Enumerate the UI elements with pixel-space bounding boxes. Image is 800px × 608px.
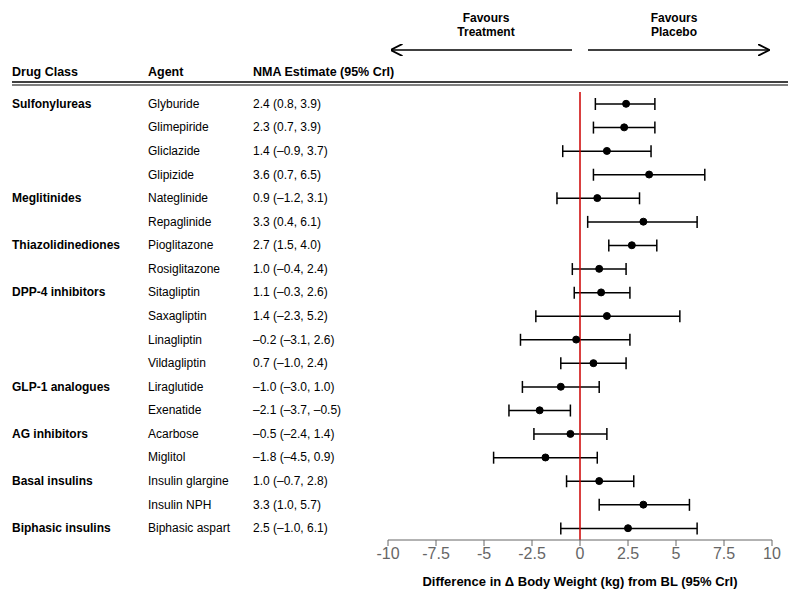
svg-text:–2.1 (–3.7, –0.5): –2.1 (–3.7, –0.5) xyxy=(253,403,341,417)
svg-text:Meglitinides: Meglitinides xyxy=(12,191,82,205)
svg-text:7.5: 7.5 xyxy=(713,545,735,562)
svg-text:Miglitol: Miglitol xyxy=(148,450,185,464)
svg-text:Acarbose: Acarbose xyxy=(148,427,199,441)
svg-text:Exenatide: Exenatide xyxy=(148,403,202,417)
svg-text:FavoursTreatment: FavoursTreatment xyxy=(457,11,514,39)
svg-text:Linagliptin: Linagliptin xyxy=(148,333,202,347)
svg-text:Glipizide: Glipizide xyxy=(148,168,194,182)
svg-text:AG inhibitors: AG inhibitors xyxy=(12,427,88,441)
svg-text:Sitagliptin: Sitagliptin xyxy=(148,285,200,299)
svg-text:-10: -10 xyxy=(376,545,399,562)
svg-text:Biphasic aspart: Biphasic aspart xyxy=(148,521,231,535)
svg-text:–0.2 (–3.1, 2.6): –0.2 (–3.1, 2.6) xyxy=(253,333,334,347)
svg-text:Biphasic insulins: Biphasic insulins xyxy=(12,521,111,535)
svg-text:GLP-1 analogues: GLP-1 analogues xyxy=(12,380,110,394)
svg-text:3.3 (0.4, 6.1): 3.3 (0.4, 6.1) xyxy=(253,215,321,229)
svg-text:Glimepiride: Glimepiride xyxy=(148,120,209,134)
svg-text:1.0 (–0.4, 2.4): 1.0 (–0.4, 2.4) xyxy=(253,262,328,276)
svg-text:Gliclazide: Gliclazide xyxy=(148,144,200,158)
svg-text:Glyburide: Glyburide xyxy=(148,97,200,111)
svg-text:–0.5 (–2.4, 1.4): –0.5 (–2.4, 1.4) xyxy=(253,427,334,441)
svg-text:Saxagliptin: Saxagliptin xyxy=(148,309,207,323)
svg-text:–1.0 (–3.0, 1.0): –1.0 (–3.0, 1.0) xyxy=(253,380,334,394)
svg-text:Basal insulins: Basal insulins xyxy=(12,474,93,488)
svg-text:2.4 (0.8, 3.9): 2.4 (0.8, 3.9) xyxy=(253,97,321,111)
svg-text:10: 10 xyxy=(763,545,781,562)
svg-text:NMA Estimate (95% CrI): NMA Estimate (95% CrI) xyxy=(253,65,394,79)
svg-text:-7.5: -7.5 xyxy=(422,545,450,562)
svg-text:2.3 (0.7, 3.9): 2.3 (0.7, 3.9) xyxy=(253,120,321,134)
svg-text:DPP-4 inhibitors: DPP-4 inhibitors xyxy=(12,285,106,299)
svg-text:2.7 (1.5, 4.0): 2.7 (1.5, 4.0) xyxy=(253,238,321,252)
svg-text:-5: -5 xyxy=(477,545,491,562)
svg-text:0.9 (–1.2, 3.1): 0.9 (–1.2, 3.1) xyxy=(253,191,328,205)
svg-text:Thiazolidinediones: Thiazolidinediones xyxy=(12,238,120,252)
svg-text:Rosiglitazone: Rosiglitazone xyxy=(148,262,220,276)
svg-text:Insulin NPH: Insulin NPH xyxy=(148,498,211,512)
svg-text:-2.5: -2.5 xyxy=(518,545,546,562)
svg-text:3.6 (0.7, 6.5): 3.6 (0.7, 6.5) xyxy=(253,168,321,182)
svg-text:Liraglutide: Liraglutide xyxy=(148,380,204,394)
svg-text:1.1 (–0.3, 2.6): 1.1 (–0.3, 2.6) xyxy=(253,285,328,299)
svg-text:2.5: 2.5 xyxy=(617,545,639,562)
svg-text:FavoursPlacebo: FavoursPlacebo xyxy=(651,11,698,39)
svg-text:2.5 (–1.0, 6.1): 2.5 (–1.0, 6.1) xyxy=(253,521,328,535)
svg-text:–1.8 (–4.5, 0.9): –1.8 (–4.5, 0.9) xyxy=(253,450,334,464)
svg-text:Difference in Δ Body Weight (k: Difference in Δ Body Weight (kg) from BL… xyxy=(422,574,737,589)
svg-text:3.3 (1.0, 5.7): 3.3 (1.0, 5.7) xyxy=(253,498,321,512)
svg-text:Agent: Agent xyxy=(148,65,184,79)
svg-text:Insulin glargine: Insulin glargine xyxy=(148,474,229,488)
svg-text:1.4 (–0.9, 3.7): 1.4 (–0.9, 3.7) xyxy=(253,144,328,158)
svg-text:Pioglitazone: Pioglitazone xyxy=(148,238,214,252)
svg-text:Drug Class: Drug Class xyxy=(12,65,78,79)
svg-text:Sulfonylureas: Sulfonylureas xyxy=(12,97,92,111)
svg-text:5: 5 xyxy=(672,545,681,562)
svg-text:1.4 (–2.3, 5.2): 1.4 (–2.3, 5.2) xyxy=(253,309,328,323)
svg-text:1.0 (–0.7, 2.8): 1.0 (–0.7, 2.8) xyxy=(253,474,328,488)
svg-text:Vildagliptin: Vildagliptin xyxy=(148,356,206,370)
svg-text:0: 0 xyxy=(576,545,585,562)
svg-text:0.7 (–1.0, 2.4): 0.7 (–1.0, 2.4) xyxy=(253,356,328,370)
svg-text:Repaglinide: Repaglinide xyxy=(148,215,212,229)
svg-text:Nateglinide: Nateglinide xyxy=(148,191,208,205)
